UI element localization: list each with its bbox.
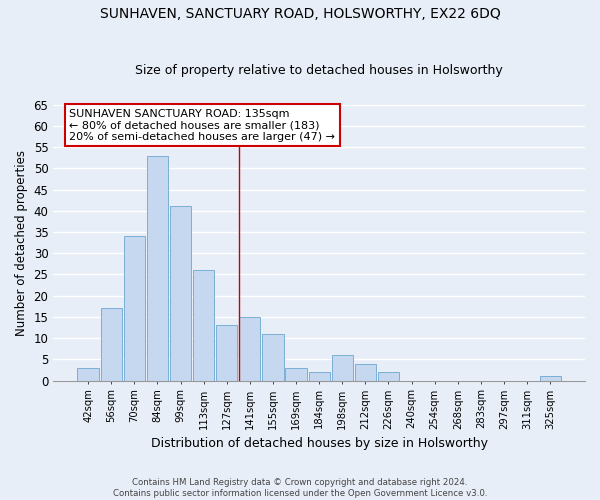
Bar — [77, 368, 99, 380]
Bar — [239, 317, 260, 380]
Bar — [332, 355, 353, 380]
Bar — [308, 372, 330, 380]
Text: SUNHAVEN SANCTUARY ROAD: 135sqm
← 80% of detached houses are smaller (183)
20% o: SUNHAVEN SANCTUARY ROAD: 135sqm ← 80% of… — [69, 108, 335, 142]
Bar — [147, 156, 168, 380]
Bar — [378, 372, 399, 380]
Bar — [101, 308, 122, 380]
Text: SUNHAVEN, SANCTUARY ROAD, HOLSWORTHY, EX22 6DQ: SUNHAVEN, SANCTUARY ROAD, HOLSWORTHY, EX… — [100, 8, 500, 22]
Bar — [539, 376, 561, 380]
Bar — [170, 206, 191, 380]
Bar — [286, 368, 307, 380]
Bar — [216, 326, 238, 380]
X-axis label: Distribution of detached houses by size in Holsworthy: Distribution of detached houses by size … — [151, 437, 488, 450]
Bar — [262, 334, 284, 380]
Text: Contains HM Land Registry data © Crown copyright and database right 2024.
Contai: Contains HM Land Registry data © Crown c… — [113, 478, 487, 498]
Title: Size of property relative to detached houses in Holsworthy: Size of property relative to detached ho… — [135, 64, 503, 77]
Bar — [355, 364, 376, 380]
Bar — [124, 236, 145, 380]
Bar — [193, 270, 214, 380]
Y-axis label: Number of detached properties: Number of detached properties — [15, 150, 28, 336]
